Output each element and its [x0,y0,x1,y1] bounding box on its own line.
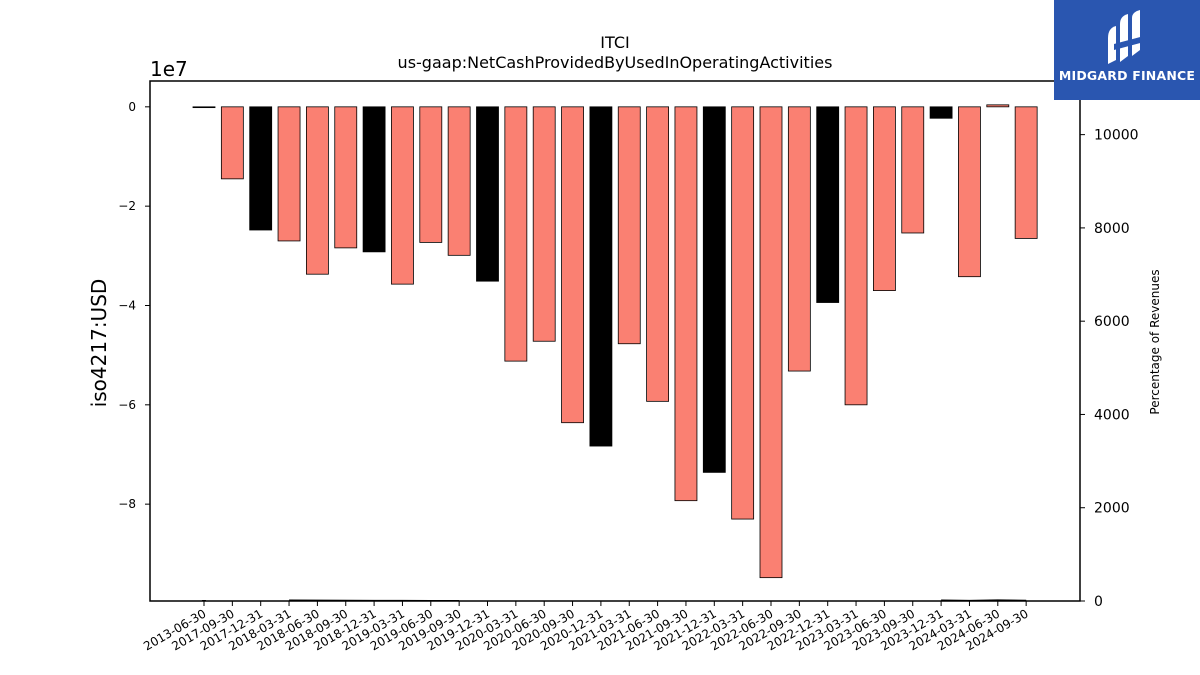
bar-2019-12-31 [476,106,499,282]
bar-2021-09-30 [674,106,698,502]
y-tick-label-right: 6000 [1094,314,1130,330]
bar-2018-12-31 [362,106,386,253]
bar-2013-06-30 [192,106,216,109]
bar-2018-06-30 [305,106,329,275]
chart-title: ITCI [600,33,629,52]
plot-frame [149,80,1081,602]
y-tick-label-left: −4 [118,298,136,312]
bar-2019-03-31 [391,106,414,285]
y-ticks-left: 0 −2 −4 −6 −8 [118,100,150,511]
bar-2023-06-30 [873,106,896,291]
bar-2024-09-30 [1014,106,1038,239]
bar-2021-06-30 [646,106,669,402]
bar-2019-09-30 [447,106,471,256]
bar-2023-03-31 [844,106,868,406]
y-axis-right-label: Percentage of Revenues [1148,269,1162,414]
y-tick-label-right: 10000 [1094,128,1139,144]
midgard-logo-icon [1108,10,1144,64]
bar-2023-12-31 [929,106,953,119]
bar-2022-09-30 [787,106,811,372]
y-tick-label-left: 0 [128,100,136,114]
bar-2019-06-30 [419,106,443,243]
y-tick-label-right: 2000 [1094,501,1130,517]
logo-text: MIDGARD FINANCE [1058,68,1196,83]
bar-2017-09-30 [220,106,244,180]
bar-2021-03-31 [617,106,641,345]
y-tick-label-left: −6 [118,398,136,412]
bar-2020-06-30 [532,106,556,342]
bars-group [192,104,1038,579]
bar-2018-03-31 [277,106,301,242]
bar-2022-06-30 [759,106,783,579]
bar-2018-09-30 [334,106,358,249]
x-ticks: 2013-06-302017-09-302017-12-312018-03-31… [141,601,1031,653]
y-tick-label-left: −2 [118,199,136,213]
bar-2024-03-31 [958,106,981,278]
y-tick-label-right: 0 [1094,594,1103,610]
bar-2022-12-31 [816,106,840,303]
y-offset-label: 1e7 [150,57,188,81]
bar-2021-12-31 [702,106,726,473]
bar-2023-09-30 [901,106,925,234]
y-tick-label-right: 4000 [1094,407,1130,423]
y-tick-label-left: −8 [118,497,136,511]
bar-2022-03-31 [731,106,755,520]
y-axis-label: iso4217:USD [87,279,111,408]
bar-2020-03-31 [504,106,528,362]
bar-2020-12-31 [589,106,613,447]
chart-subtitle: us-gaap:NetCashProvidedByUsedInOperating… [398,53,833,72]
bar-2020-09-30 [561,106,584,424]
y-tick-label-right: 8000 [1094,221,1130,237]
y-ticks-right: 0 2000 4000 6000 8000 10000 [1080,128,1139,610]
bar-2024-06-30 [986,104,1010,108]
bar-2017-12-31 [249,106,273,231]
brand-logo: MIDGARD FINANCE [1054,0,1200,100]
